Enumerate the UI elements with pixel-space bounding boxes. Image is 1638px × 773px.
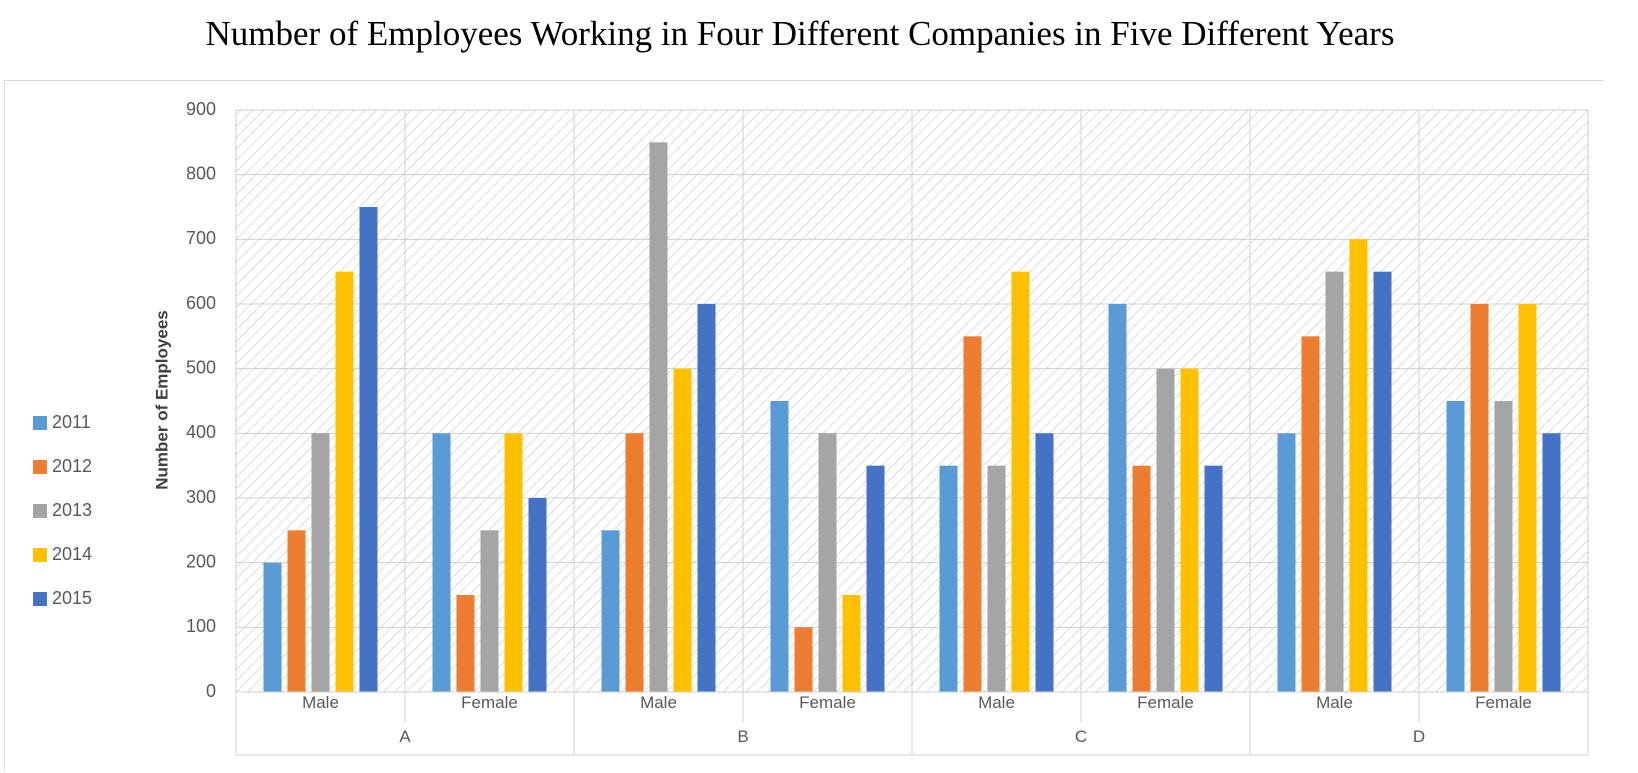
legend-label-2012: 2012	[52, 456, 92, 476]
y-tick-label: 200	[186, 551, 216, 571]
bar-2014-c-female	[1180, 368, 1199, 692]
bar-2011-b-male	[601, 530, 620, 692]
bar-2015-b-female	[866, 465, 885, 692]
legend-label-2015: 2015	[52, 588, 92, 608]
legend-swatch-2011	[33, 416, 47, 430]
bar-2013-d-male	[1325, 271, 1344, 692]
y-tick-label: 900	[186, 99, 216, 119]
y-tick-label: 500	[186, 357, 216, 377]
bar-2011-c-female	[1108, 304, 1127, 692]
legend-label-2014: 2014	[52, 544, 92, 564]
bar-2013-a-female	[480, 530, 499, 692]
bar-2012-b-male	[625, 433, 644, 692]
legend-swatch-2013	[33, 504, 47, 518]
bar-2013-b-female	[818, 433, 837, 692]
x-tick-label-male: Male	[978, 693, 1015, 712]
bar-2015-a-female	[528, 498, 547, 692]
x-tick-label-female: Female	[1137, 693, 1194, 712]
legend-label-2011: 2011	[52, 412, 91, 432]
bar-2011-b-female	[770, 401, 789, 692]
company-label-a: A	[399, 727, 411, 746]
bar-2013-a-male	[311, 433, 330, 692]
bar-2014-d-female	[1518, 304, 1537, 692]
x-tick-label-female: Female	[461, 693, 518, 712]
legend-swatch-2015	[33, 592, 47, 606]
bar-2013-c-male	[987, 465, 1006, 692]
legend: 2011 2012 2013 2014 2015	[33, 412, 92, 608]
bar-2014-d-male	[1349, 239, 1368, 693]
bar-2011-c-male	[939, 465, 958, 692]
x-tick-label-female: Female	[799, 693, 856, 712]
axes: 0 100 200 300 400 500 600 700 800 900 Male Female Ma…	[186, 99, 1588, 756]
y-tick-label: 300	[186, 487, 216, 507]
chart-frame	[4, 80, 1604, 770]
bar-2014-a-male	[335, 271, 354, 692]
bar-2012-c-male	[963, 336, 982, 692]
bar-2014-a-female	[504, 433, 523, 692]
y-axis-label: Number of Employees	[152, 310, 171, 490]
bar-2015-d-male	[1373, 271, 1392, 692]
bar-2012-d-female	[1470, 304, 1489, 692]
bar-2015-c-female	[1204, 465, 1223, 692]
x-tick-label-female: Female	[1475, 693, 1532, 712]
chart-title: Number of Employees Working in Four Diff…	[205, 14, 1395, 53]
y-tick-label: 600	[186, 293, 216, 313]
bar-2015-d-female	[1542, 433, 1561, 692]
y-tick-label: 0	[206, 681, 216, 701]
y-tick-label: 400	[186, 422, 216, 442]
bar-2012-a-female	[456, 595, 475, 692]
bar-2015-a-male	[359, 207, 378, 692]
y-tick-label: 700	[186, 228, 216, 248]
company-label-d: D	[1413, 727, 1425, 746]
bar-2014-b-female	[842, 595, 861, 692]
company-label-b: B	[737, 727, 748, 746]
bar-2013-c-female	[1156, 368, 1175, 692]
bar-2015-b-male	[697, 304, 716, 692]
bar-2015-c-male	[1035, 433, 1054, 692]
legend-label-2013: 2013	[52, 500, 92, 520]
bar-2014-b-male	[673, 368, 692, 692]
y-tick-label: 100	[186, 616, 216, 636]
bar-2013-d-female	[1494, 401, 1513, 692]
bar-2013-b-male	[649, 142, 668, 693]
bar-2011-d-female	[1446, 401, 1465, 692]
company-label-c: C	[1075, 727, 1087, 746]
bar-2012-c-female	[1132, 465, 1151, 692]
x-tick-label-male: Male	[1316, 693, 1353, 712]
legend-swatch-2012	[33, 460, 47, 474]
legend-swatch-2014	[33, 548, 47, 562]
bar-2011-a-male	[263, 562, 282, 692]
bar-2014-c-male	[1011, 271, 1030, 692]
bar-2011-a-female	[432, 433, 451, 692]
bar-2012-b-female	[794, 627, 813, 692]
bar-2012-d-male	[1301, 336, 1320, 692]
x-tick-label-male: Male	[302, 693, 339, 712]
x-tick-label-male: Male	[640, 693, 677, 712]
bars	[263, 142, 1561, 693]
bar-2012-a-male	[287, 530, 306, 692]
y-tick-label: 800	[186, 163, 216, 183]
bar-2011-d-male	[1277, 433, 1296, 692]
